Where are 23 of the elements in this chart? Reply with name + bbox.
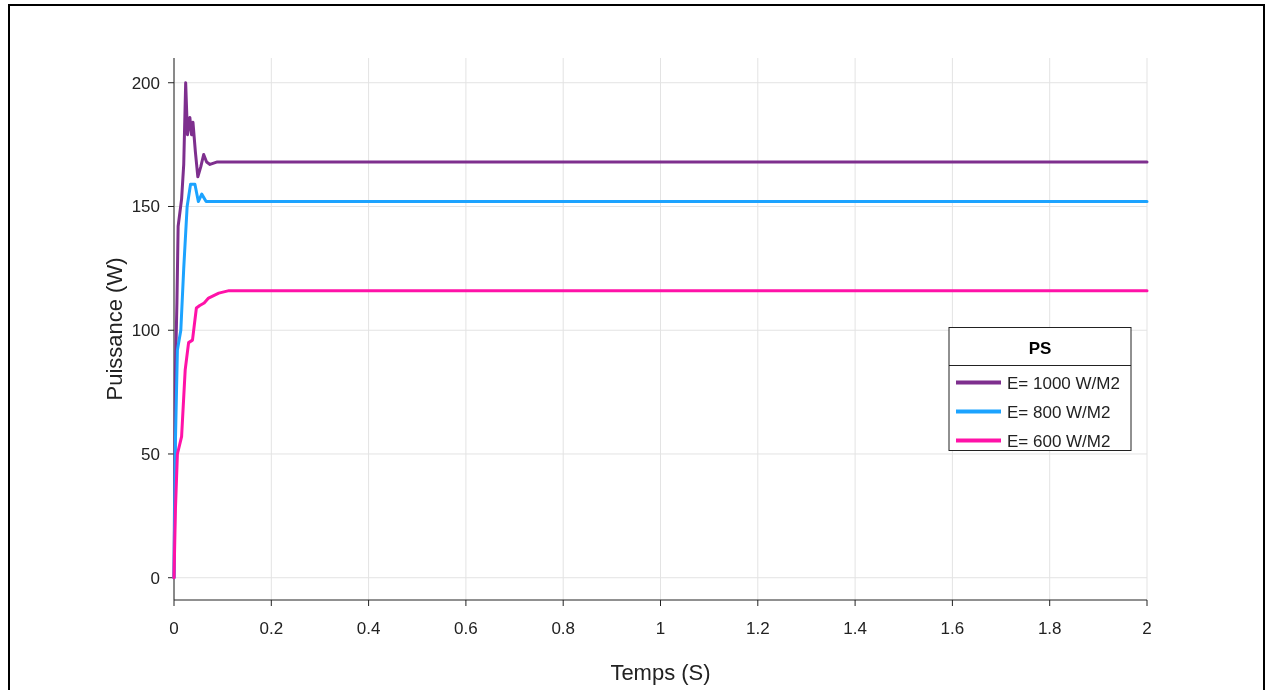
x-tick-label: 0 bbox=[169, 619, 179, 638]
x-tick-label: 0.8 bbox=[551, 619, 576, 638]
legend-title: PS bbox=[1028, 338, 1052, 358]
legend-label: E= 1000 W/M2 bbox=[1007, 373, 1120, 393]
x-tick-label: 0.2 bbox=[259, 619, 284, 638]
y-axis-title: Puissance (W) bbox=[102, 257, 127, 401]
x-tick-label: 1.2 bbox=[745, 619, 770, 638]
x-tick-label: 1.8 bbox=[1037, 619, 1062, 638]
x-tick-label: 2 bbox=[1142, 619, 1152, 638]
y-tick-label: 50 bbox=[141, 444, 160, 464]
x-tick-label: 1.4 bbox=[843, 619, 867, 638]
legend-label: E= 600 W/M2 bbox=[1007, 431, 1111, 451]
y-tick-label: 100 bbox=[131, 321, 160, 341]
x-axis-title: Temps (S) bbox=[610, 660, 711, 685]
y-tick-label: 150 bbox=[131, 197, 160, 217]
x-tick-label: 1 bbox=[655, 619, 666, 638]
x-tick-label: 0.4 bbox=[356, 619, 381, 638]
y-tick-label: 200 bbox=[131, 73, 160, 93]
legend-label: E= 800 W/M2 bbox=[1007, 402, 1111, 422]
line-series bbox=[172, 289, 1149, 580]
x-tick-label: 0.6 bbox=[454, 619, 478, 638]
x-tick-label: 1.6 bbox=[940, 619, 965, 638]
y-tick-label: 0 bbox=[150, 568, 160, 588]
